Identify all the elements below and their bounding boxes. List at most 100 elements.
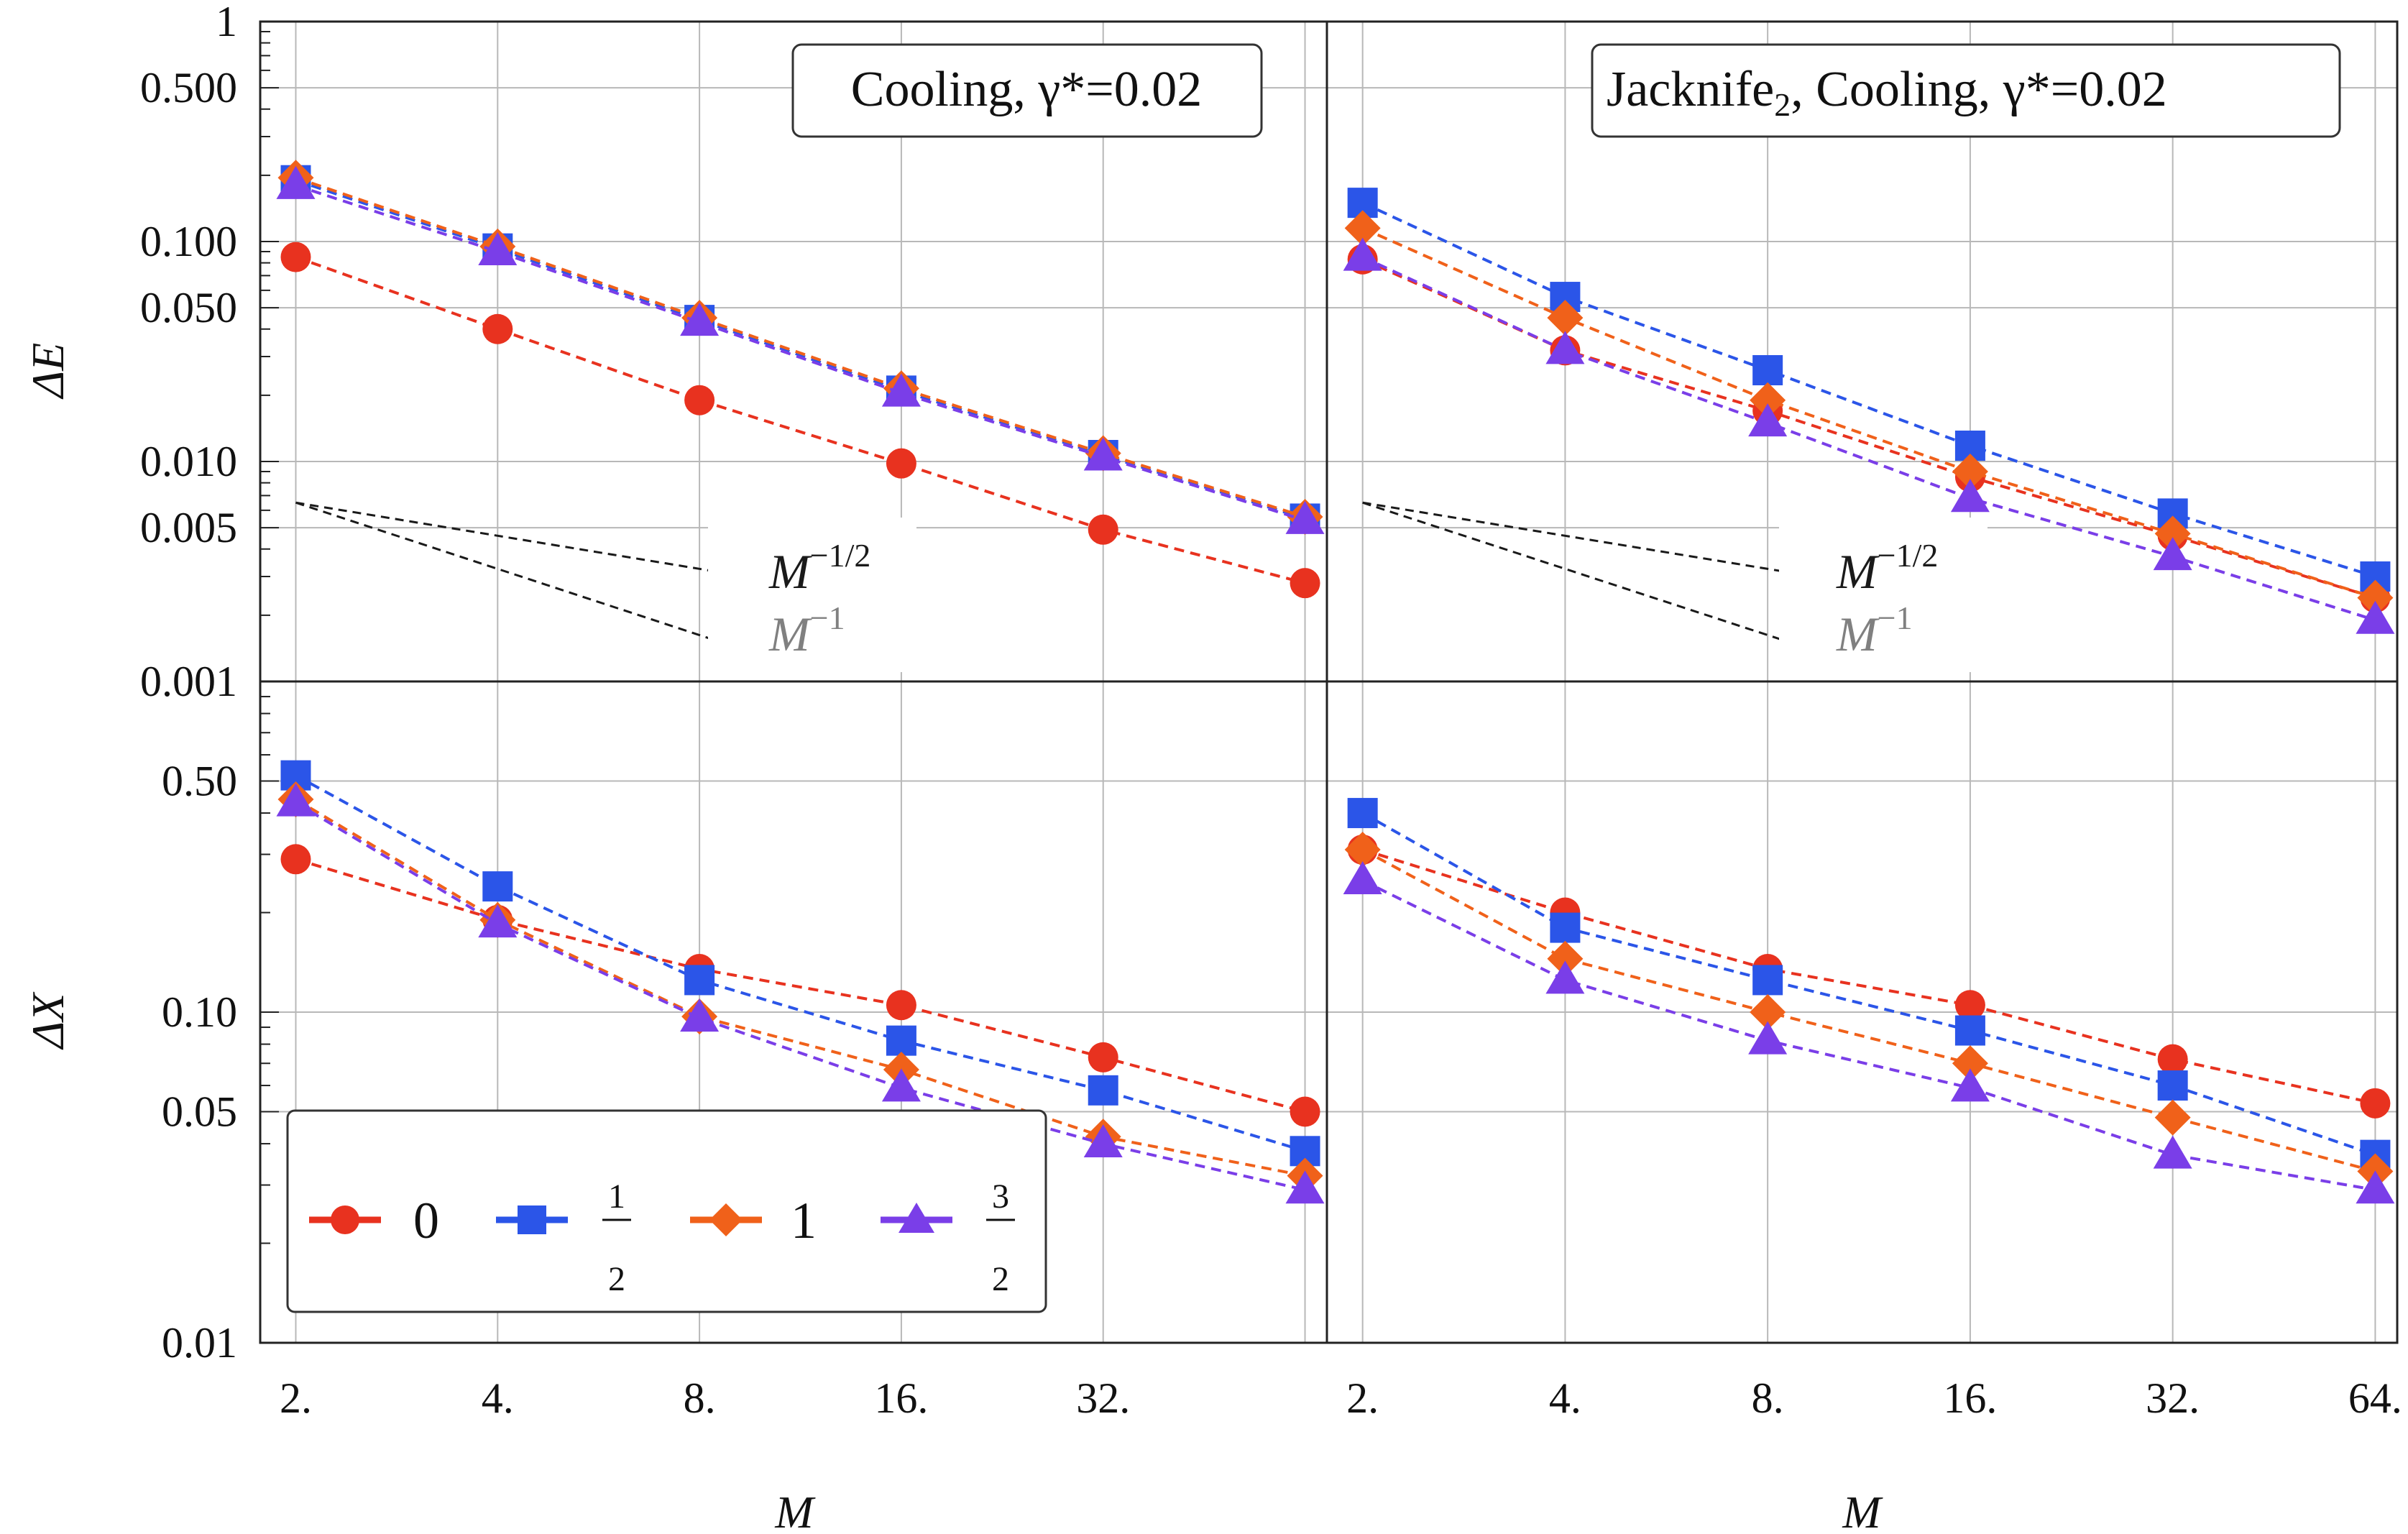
y-tick-label-bottom-left-2: 0.10 <box>162 988 237 1036</box>
marker-top-right-three-half-3 <box>1950 479 1990 513</box>
legend-label-half-num: 1 <box>608 1177 625 1216</box>
marker-top-right-1-3 <box>1952 454 1988 490</box>
x-tick-label-bottom-right-1: 4. <box>1549 1374 1581 1422</box>
legend-marker-0 <box>331 1205 359 1234</box>
marker-bottom-left-0-5 <box>1290 1096 1320 1127</box>
marker-top-left-0-1 <box>482 313 513 344</box>
marker-top-right-1-1 <box>1547 300 1584 336</box>
marker-bottom-right-0-5 <box>2360 1088 2391 1119</box>
x-tick-label-bottom-left-4: 32. <box>1076 1374 1130 1422</box>
marker-bottom-right-three-half-0 <box>1343 860 1382 894</box>
series-line-bottom-right-1 <box>1361 848 2376 1173</box>
x-tick-label-bottom-right-4: 32. <box>2146 1374 2200 1422</box>
guide-label-mask-2 <box>1779 518 1987 672</box>
marker-top-left-three-half-1 <box>478 232 518 266</box>
panel-title-top-right: Jacknife2, Cooling, γ*=0.02 <box>1591 43 2341 138</box>
marker-bottom-right-1-0 <box>1344 831 1381 868</box>
guide-line-one-top-left <box>295 501 744 651</box>
marker-bottom-left-three-half-2 <box>680 998 720 1032</box>
legend-label-half-den: 2 <box>608 1260 625 1298</box>
marker-top-left-0-5 <box>1290 568 1320 599</box>
marker-bottom-right-half-3 <box>1954 1015 1985 1046</box>
marker-bottom-left-0-3 <box>886 990 916 1021</box>
y-axis-title-bottom: ΔX <box>22 991 73 1051</box>
y-tick-label-top-left-3: 0.050 <box>140 284 237 331</box>
guide-label-one-right: M−1 <box>1836 600 1913 661</box>
x-tick-label-bottom-left-1: 4. <box>482 1374 514 1422</box>
legend-label-three-half-den: 2 <box>992 1260 1009 1298</box>
marker-top-right-1-2 <box>1750 382 1786 418</box>
y-tick-label-top-left-5: 0.500 <box>140 64 237 111</box>
marker-bottom-right-half-4 <box>2157 1070 2188 1101</box>
guide-line-half-top-left <box>295 501 744 577</box>
y-tick-label-top-left-2: 0.010 <box>140 438 237 485</box>
marker-top-right-1-5 <box>2357 579 2394 616</box>
marker-bottom-right-0-3 <box>1954 990 1985 1021</box>
x-tick-label-bottom-left-2: 8. <box>684 1374 716 1422</box>
legend-marker-1 <box>709 1203 743 1236</box>
y-tick-label-bottom-left-3: 0.50 <box>162 757 237 804</box>
marker-top-left-0-3 <box>886 448 916 479</box>
marker-bottom-right-0-4 <box>2157 1044 2188 1075</box>
marker-bottom-right-1-2 <box>1750 994 1786 1030</box>
series-line-bottom-left-half <box>295 773 1306 1153</box>
marker-top-left-0-4 <box>1088 514 1118 545</box>
marker-bottom-right-three-half-5 <box>2356 1170 2395 1204</box>
series-line-top-right-half <box>1361 201 2376 578</box>
marker-top-left-three-half-5 <box>1285 500 1325 534</box>
series-line-top-left-1 <box>295 176 1306 518</box>
guide-line-one-top-right <box>1362 501 1812 651</box>
x-axis-title-right: M <box>1842 1487 1883 1534</box>
y-tick-label-top-left-0: 0.001 <box>140 658 237 705</box>
marker-bottom-left-half-4 <box>1088 1075 1118 1106</box>
x-tick-label-bottom-right-0: 2. <box>1346 1374 1379 1422</box>
series-line-bottom-right-half <box>1361 812 2376 1157</box>
marker-bottom-left-half-1 <box>482 871 513 902</box>
marker-top-right-three-half-2 <box>1748 403 1788 437</box>
panel-title-text-top-left: Cooling, γ*=0.02 <box>851 62 1203 117</box>
guide-layer <box>295 501 1812 651</box>
marker-bottom-right-1-3 <box>1952 1045 1988 1082</box>
x-tick-label-bottom-right-2: 8. <box>1752 1374 1784 1422</box>
marker-bottom-left-three-half-4 <box>1083 1124 1123 1158</box>
x-axis-title-left: M <box>774 1487 816 1534</box>
legend-box <box>286 1109 1047 1313</box>
x-tick-label-bottom-left-3: 16. <box>874 1374 928 1422</box>
y-tick-label-top-left-4: 0.100 <box>140 218 237 265</box>
marker-top-right-1-4 <box>2154 515 2191 552</box>
tick-layer: 0.0010.0050.0100.0500.1000.50010.010.050… <box>140 0 2402 1422</box>
legend-item-0: 0 <box>309 1192 439 1249</box>
y-axis-title-top: ΔE <box>22 343 73 400</box>
series-line-top-right-1 <box>1361 226 2376 600</box>
series-line-bottom-left-1 <box>295 798 1305 1177</box>
legend: 0 1 2 1 3 2 <box>286 1109 1047 1313</box>
legend-label-1: 1 <box>791 1192 817 1249</box>
legend-label-three-half-num: 3 <box>992 1177 1009 1216</box>
marker-top-right-three-half-4 <box>2153 537 2192 571</box>
marker-bottom-left-half-2 <box>684 965 715 996</box>
series-line-top-right-three-half <box>1361 255 2376 622</box>
series-line-top-left-half <box>295 178 1306 520</box>
legend-marker-half <box>518 1205 546 1234</box>
guide-labels-top-left: M−1/2 M−1 <box>708 518 916 672</box>
y-tick-label-bottom-left-0: 0.01 <box>162 1319 237 1367</box>
marker-bottom-right-three-half-3 <box>1950 1068 1990 1102</box>
marker-bottom-right-half-1 <box>1550 912 1581 943</box>
x-tick-label-bottom-left-0: 2. <box>280 1374 312 1422</box>
series-line-bottom-right-three-half <box>1361 879 2376 1192</box>
panel-title-box-top-left <box>791 43 1263 138</box>
legend-item-1: 1 <box>690 1192 817 1249</box>
series-line-top-left-three-half <box>295 183 1306 522</box>
marker-top-right-three-half-1 <box>1545 331 1585 364</box>
legend-label-0: 0 <box>413 1192 439 1249</box>
marker-bottom-left-three-half-1 <box>478 904 518 938</box>
guide-labels-top-right: M−1/2 M−1 <box>1779 518 1987 672</box>
legend-item-half: 1 2 <box>496 1177 631 1298</box>
guide-label-mask-1 <box>708 518 916 672</box>
marker-bottom-left-half-3 <box>886 1025 916 1056</box>
marker-bottom-right-three-half-4 <box>2153 1135 2192 1169</box>
series-line-bottom-left-0 <box>295 858 1306 1113</box>
marker-bottom-right-1-4 <box>2154 1099 2191 1136</box>
marker-bottom-right-1-1 <box>1547 940 1584 977</box>
